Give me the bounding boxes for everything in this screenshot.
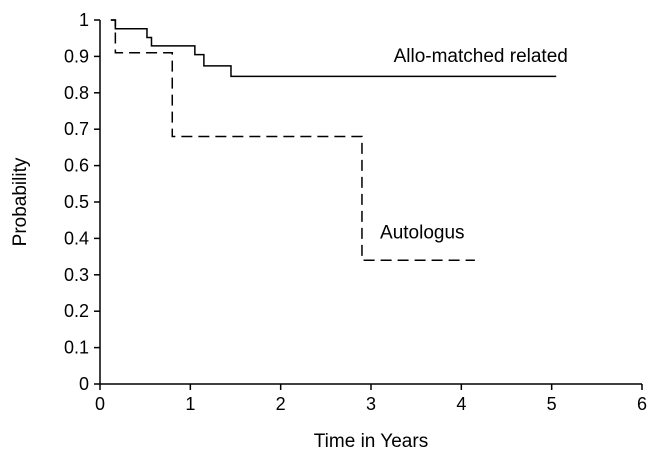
series-layer xyxy=(110,19,557,261)
y-tick-label: 0.3 xyxy=(64,265,89,285)
x-tick-label: 0 xyxy=(95,394,105,414)
y-axis-label: Probability xyxy=(10,157,31,246)
x-tick-label: 3 xyxy=(366,394,376,414)
y-tick-label: 1 xyxy=(79,10,89,30)
x-tick-label: 5 xyxy=(547,394,557,414)
y-tick-label: 0.9 xyxy=(64,46,89,66)
y-tick-label: 0.5 xyxy=(64,192,89,212)
allo-matched-related-series-line xyxy=(110,19,557,78)
y-tick-label: 0.2 xyxy=(64,301,89,321)
x-tick-label: 4 xyxy=(456,394,466,414)
series-annotation-label: Allo-matched related xyxy=(394,46,568,67)
axes xyxy=(99,20,642,385)
x-ticks: 0 1 2 3 4 5 6 xyxy=(95,384,647,414)
series-annotation-label: Autologus xyxy=(380,222,465,243)
y-tick-label: 0.6 xyxy=(64,156,89,176)
y-tick-label: 0.8 xyxy=(64,83,89,103)
x-tick-label: 2 xyxy=(276,394,286,414)
x-axis-label: Time in Years xyxy=(314,431,428,452)
x-tick-label: 6 xyxy=(637,394,647,414)
y-ticks: 0 0.1 0.2 0.3 0.4 0.5 0.6 0.7 0.8 0.9 1 xyxy=(64,10,100,394)
annotation-layer: Allo-matched related Autologus xyxy=(380,46,568,244)
autologus-series-line xyxy=(110,19,475,261)
y-tick-label: 0.4 xyxy=(64,228,89,248)
y-tick-label: 0.1 xyxy=(64,338,89,358)
y-tick-label: 0 xyxy=(79,374,89,394)
y-tick-label: 0.7 xyxy=(64,119,89,139)
x-tick-label: 1 xyxy=(185,394,195,414)
